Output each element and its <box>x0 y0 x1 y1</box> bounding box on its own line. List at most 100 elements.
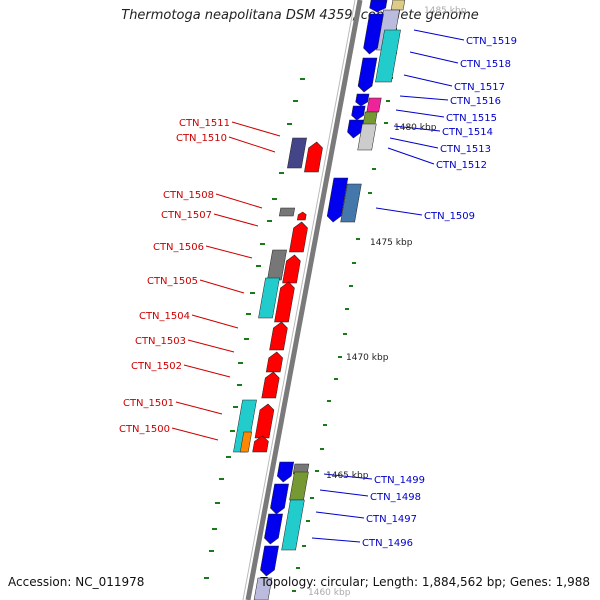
tick-mark-right <box>310 497 314 499</box>
tick-mark-right <box>343 333 347 335</box>
gene-block-gray <box>357 123 377 151</box>
gene-label-reverse: CTN_1509 <box>424 211 475 222</box>
kbp-label: 1460 kbp <box>308 588 351 598</box>
gene-label-reverse: CTN_1512 <box>436 160 487 171</box>
gene-leader-line <box>393 125 441 132</box>
gene-leader-line <box>199 279 245 294</box>
gene-block-reverse <box>351 105 366 121</box>
gene-leader-line <box>215 193 263 209</box>
gene-label-reverse: CTN_1519 <box>466 36 517 47</box>
tick-mark-left <box>287 123 292 125</box>
tick-mark-left <box>238 362 243 364</box>
gene-block-reverse <box>270 483 289 515</box>
gene-leader-line <box>315 511 365 519</box>
gene-label-reverse: CTN_1517 <box>454 82 505 93</box>
tick-mark-right <box>334 378 338 380</box>
gene-block-reverse <box>347 119 364 139</box>
gene-block-reverse <box>355 93 370 107</box>
gene-leader-line <box>387 147 435 165</box>
tick-mark-left <box>212 528 217 530</box>
gene-label-reverse: CTN_1498 <box>370 492 421 503</box>
tick-mark-left <box>246 313 251 315</box>
tick-mark-left <box>204 577 209 579</box>
tick-mark-left <box>279 172 284 174</box>
gene-label-reverse: CTN_1513 <box>440 144 491 155</box>
gene-block-lavender <box>253 577 273 600</box>
topology-text: Topology: circular; Length: 1,884,562 bp… <box>260 575 590 589</box>
tick-mark-right <box>323 424 327 426</box>
tick-mark-right <box>352 262 356 264</box>
gene-block-orange <box>239 431 253 453</box>
kbp-label: 1485 kbp <box>424 6 467 16</box>
gene-block-forward <box>261 371 280 399</box>
gene-leader-line <box>323 473 373 480</box>
tick-mark-left <box>300 78 305 80</box>
gene-label-reverse: CTN_1499 <box>374 475 425 486</box>
tick-mark-right <box>315 470 319 472</box>
gene-block-forward <box>269 321 288 351</box>
gene-leader-line <box>191 314 239 329</box>
tick-mark-left <box>230 430 235 432</box>
gene-leader-line <box>228 136 276 153</box>
tick-mark-left <box>219 478 224 480</box>
tick-mark-right <box>338 356 342 358</box>
gene-block-indigo <box>287 137 307 169</box>
gene-label-reverse: CTN_1516 <box>450 96 501 107</box>
gene-block-reverse <box>264 513 283 545</box>
gene-leader-line <box>319 489 369 497</box>
gene-block-cyan <box>258 277 280 319</box>
tick-mark-right <box>306 520 310 522</box>
gene-block-forward <box>297 211 307 221</box>
tick-mark-left <box>215 502 220 504</box>
tick-mark-right <box>292 590 296 592</box>
gene-block-reverse <box>277 461 295 483</box>
gene-block-magenta <box>366 97 382 113</box>
gene-label-reverse: CTN_1518 <box>460 59 511 70</box>
gene-label-forward: CTN_1505 <box>147 276 198 287</box>
backbone-shadow <box>242 0 356 600</box>
gene-leader-line <box>403 74 453 87</box>
gene-label-reverse: CTN_1515 <box>446 113 497 124</box>
gene-leader-line <box>171 427 219 441</box>
tick-mark-right <box>296 567 300 569</box>
gene-label-forward: CTN_1511 <box>179 118 230 129</box>
gene-label-reverse: CTN_1496 <box>362 538 413 549</box>
gene-label-forward: CTN_1504 <box>139 311 190 322</box>
gene-block-yellow <box>390 0 406 11</box>
tick-mark-right <box>345 308 349 310</box>
gene-label-forward: CTN_1506 <box>153 242 204 253</box>
gene-block-forward <box>289 221 308 253</box>
gene-label-forward: CTN_1502 <box>131 361 182 372</box>
gene-leader-line <box>213 213 259 227</box>
tick-mark-left <box>226 456 231 458</box>
gene-leader-line <box>375 207 423 216</box>
tick-mark-left <box>233 406 238 408</box>
gene-block-cyan <box>281 499 305 551</box>
gene-label-forward: CTN_1508 <box>163 190 214 201</box>
gene-block-gray <box>267 249 287 281</box>
gene-leader-line <box>205 245 253 259</box>
kbp-label: 1475 kbp <box>370 238 413 248</box>
gene-block-gray <box>279 207 295 217</box>
gene-block-reverse <box>369 0 388 13</box>
gene-block-reverse <box>363 13 384 55</box>
gene-block-reverse <box>260 545 279 577</box>
gene-label-reverse: CTN_1514 <box>442 127 493 138</box>
accession-text: Accession: NC_011978 <box>8 575 145 589</box>
tick-mark-right <box>302 545 306 547</box>
gene-leader-line <box>395 109 445 118</box>
kbp-label: 1465 kbp <box>326 471 369 481</box>
gene-block-cyan <box>375 29 401 83</box>
tick-mark-right <box>349 285 353 287</box>
gene-label-forward: CTN_1501 <box>123 398 174 409</box>
gene-leader-line <box>175 401 223 415</box>
gene-leader-line <box>183 364 231 378</box>
gene-block-steel <box>340 183 362 223</box>
gene-leader-line <box>187 339 235 353</box>
gene-label-forward: CTN_1510 <box>176 133 227 144</box>
tick-mark-left <box>293 100 298 102</box>
tick-mark-right <box>372 168 376 170</box>
tick-mark-right <box>368 192 372 194</box>
gene-block-forward <box>254 403 275 439</box>
gene-leader-line <box>409 51 459 64</box>
